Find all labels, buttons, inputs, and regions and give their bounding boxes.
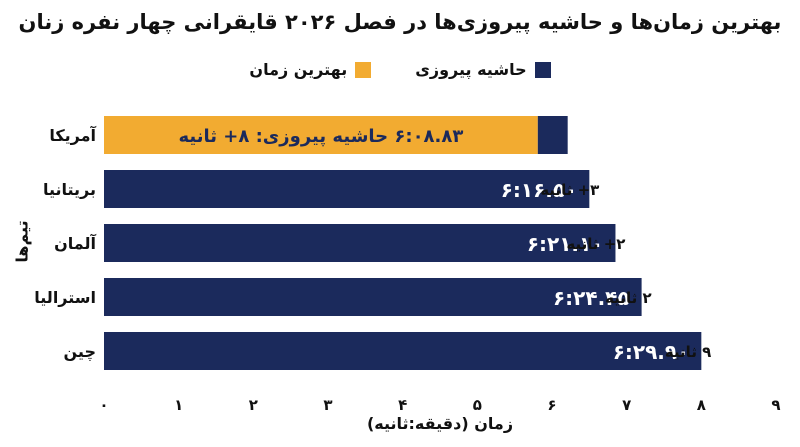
legend-swatch-best-time <box>355 61 372 78</box>
bar-value-label: ۶:۰۸.۸۳ حاشیه پیروزی: ۸+ ثانیه <box>178 126 463 147</box>
y-tick-label: بریتانیا <box>43 180 96 199</box>
margin-label: ۳+ ثانیه <box>540 181 599 199</box>
x-tick-label: ۷ <box>622 396 631 414</box>
legend: حاشیه پیروزی بهترین زمان <box>0 60 800 79</box>
chart-title: بهترین زمان‌ها و حاشیه پیروزی‌ها در فصل … <box>18 10 782 34</box>
x-tick-label: ۵ <box>473 396 482 414</box>
x-tick-label: ۱ <box>174 396 183 414</box>
margin-label: ۲+ ثانیه <box>566 235 625 253</box>
margin-label: ۲ ثانیه <box>605 289 652 307</box>
x-tick-label: ۶ <box>547 396 556 414</box>
bar-value-label: ۶:۱۶.۵۰ <box>501 178 578 202</box>
bar-value-label: ۶:۲۴.۴۵ <box>553 286 630 310</box>
y-axis-label: تیم‌ها <box>12 220 32 263</box>
x-tick-label: ۲ <box>249 396 258 414</box>
x-tick-label: ۴ <box>398 396 407 414</box>
x-axis-label: زمان (دقیقه:ثانیه) <box>366 414 514 433</box>
x-tick-label: ۰ <box>99 396 108 414</box>
bar-margin <box>104 224 616 262</box>
bar-margin <box>104 170 590 208</box>
bar-margin <box>104 332 702 370</box>
x-tick-label: ۳ <box>323 396 332 414</box>
legend-label-best-time: بهترین زمان <box>249 60 348 79</box>
bar-best-time <box>104 116 538 154</box>
bar-value-label: ۶:۲۱.۱۰ <box>527 232 604 256</box>
legend-swatch-margin <box>534 61 551 78</box>
bar-margin <box>104 278 642 316</box>
y-tick-label: آلمان <box>54 233 96 253</box>
bar-margin <box>537 116 568 154</box>
legend-label-margin: حاشیه پیروزی <box>415 60 527 79</box>
margin-label: ۹ ثانیه <box>665 343 712 361</box>
x-tick-label: ۹ <box>771 396 780 414</box>
y-tick-label: استرالیا <box>34 288 96 307</box>
y-tick-label: چین <box>64 342 96 362</box>
legend-item-best-time: بهترین زمان <box>249 60 372 79</box>
bar-value-label: ۶:۲۹.۹۰ <box>613 340 690 364</box>
y-tick-label: آمریکا <box>49 125 96 145</box>
x-tick-label: ۸ <box>697 396 706 414</box>
legend-item-margin: حاشیه پیروزی <box>415 60 551 79</box>
